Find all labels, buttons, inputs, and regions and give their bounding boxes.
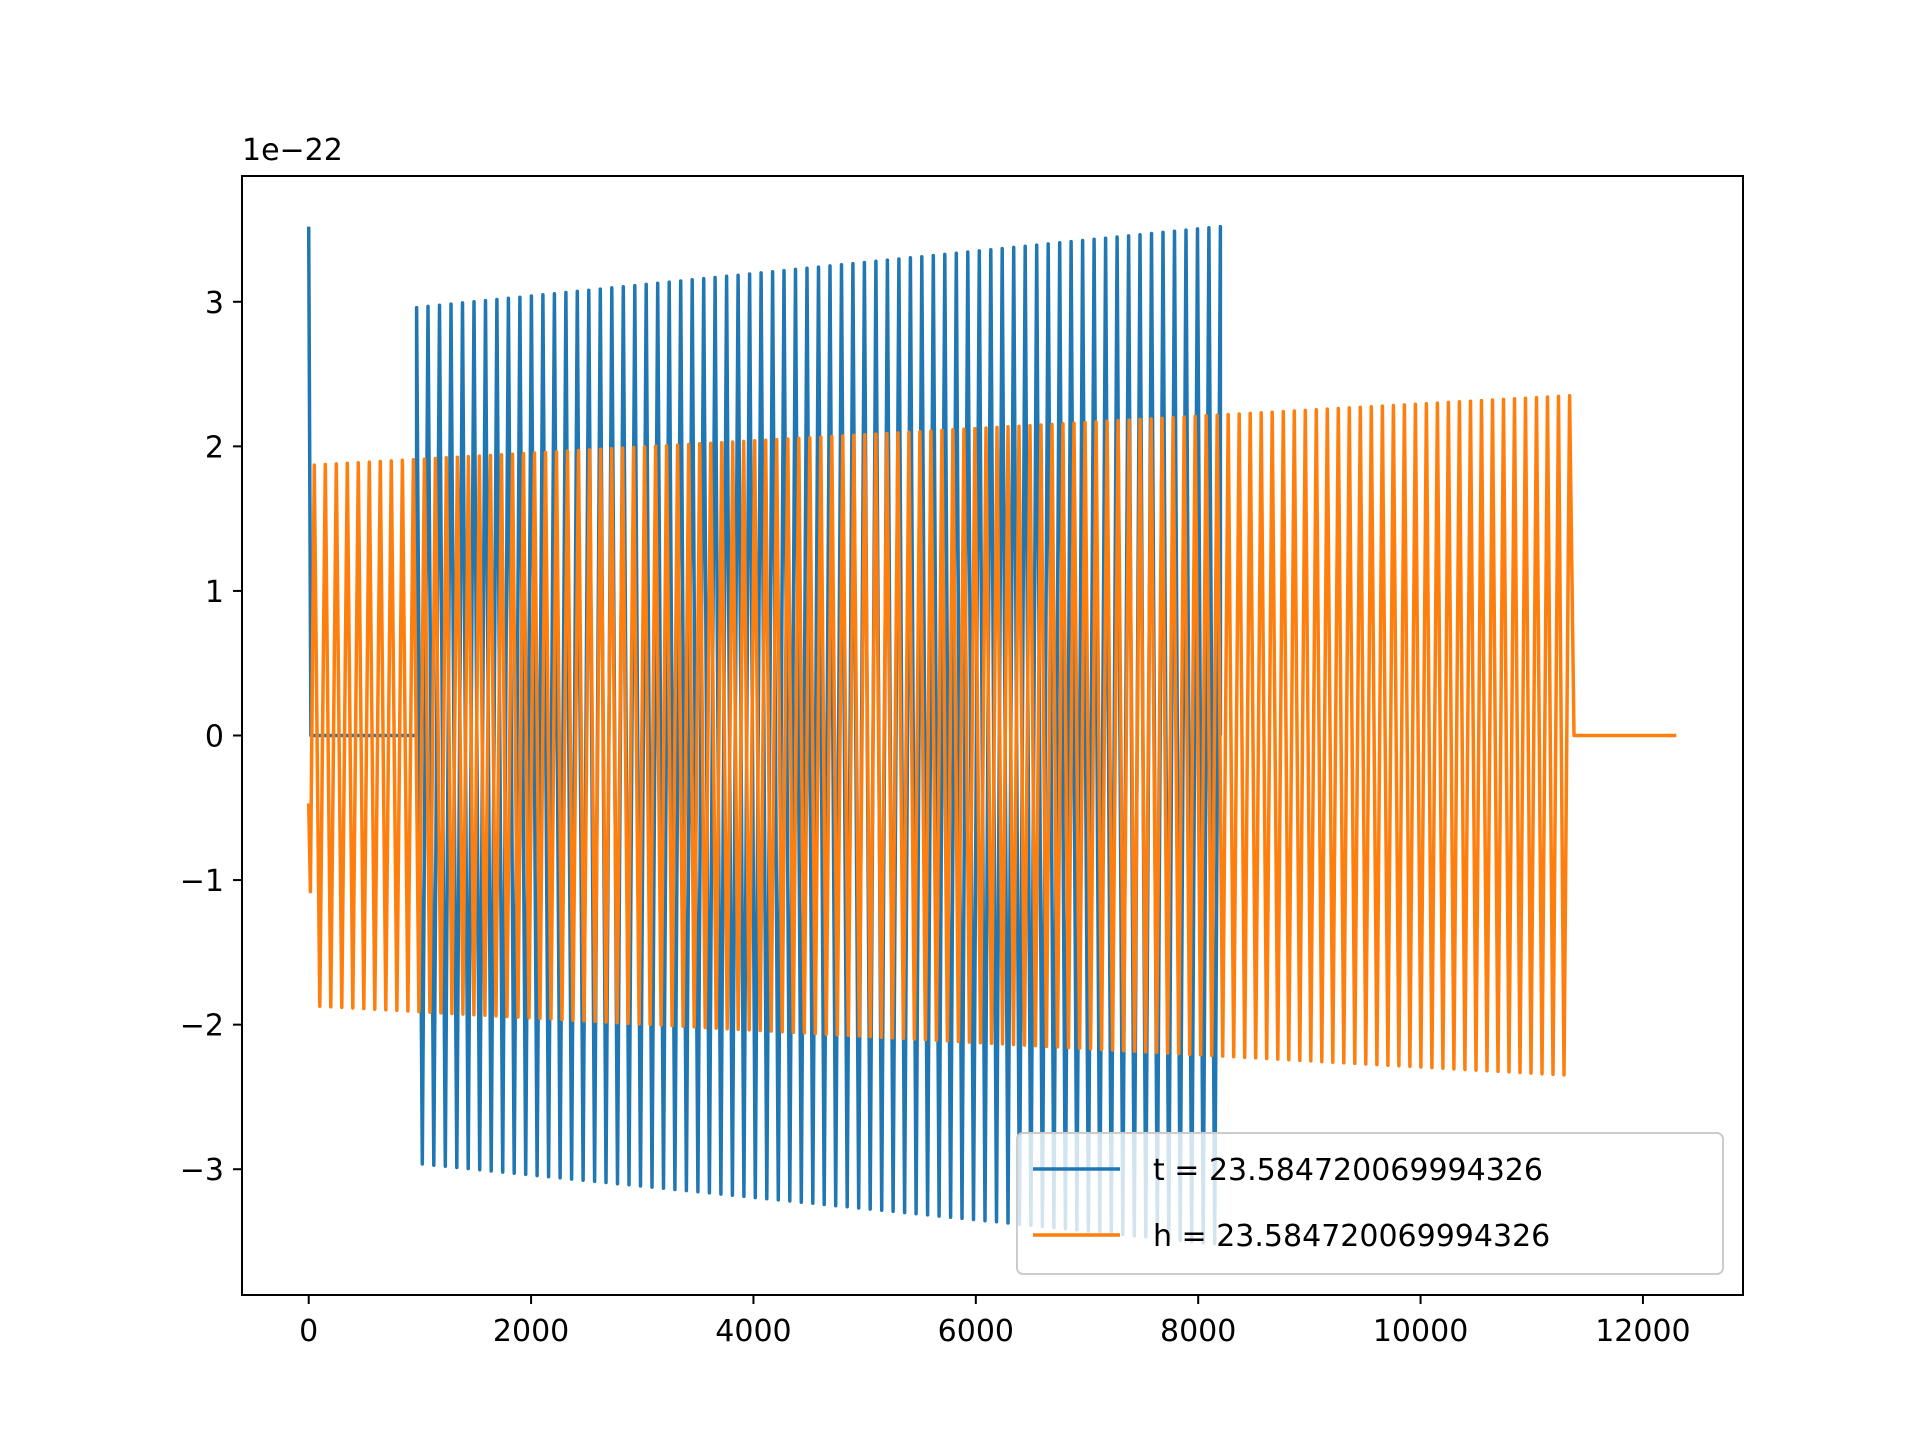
x-tick-label: 12000	[1595, 1314, 1690, 1349]
y-tick-label: −2	[180, 1009, 224, 1044]
y-offset-text: 1e−22	[242, 133, 343, 168]
y-tick-label: −3	[180, 1153, 224, 1188]
x-tick-label: 8000	[1160, 1314, 1236, 1349]
x-tick-label: 2000	[493, 1314, 569, 1349]
y-tick-label: −1	[180, 864, 224, 899]
x-axis: 0 2000 4000 6000 8000 10000 12000	[299, 1295, 1691, 1349]
x-tick-label: 4000	[715, 1314, 791, 1349]
legend-label-h: h = 23.584720069994326	[1153, 1219, 1550, 1254]
legend-label-t: t = 23.584720069994326	[1153, 1153, 1543, 1188]
series-line-h	[306, 394, 1677, 1077]
y-tick-label: 2	[205, 430, 224, 465]
legend: t = 23.584720069994326 h = 23.5847200699…	[1016, 1132, 1724, 1275]
y-tick-label: 1	[205, 575, 224, 610]
x-tick-label: 6000	[938, 1314, 1014, 1349]
y-tick-label: 0	[205, 720, 224, 755]
y-axis: −3 −2 −1 0 1 2 3	[180, 286, 242, 1188]
x-tick-label: 0	[299, 1314, 318, 1349]
legend-box	[1016, 1132, 1724, 1275]
y-tick-label: 3	[205, 286, 224, 321]
x-tick-label: 10000	[1373, 1314, 1468, 1349]
